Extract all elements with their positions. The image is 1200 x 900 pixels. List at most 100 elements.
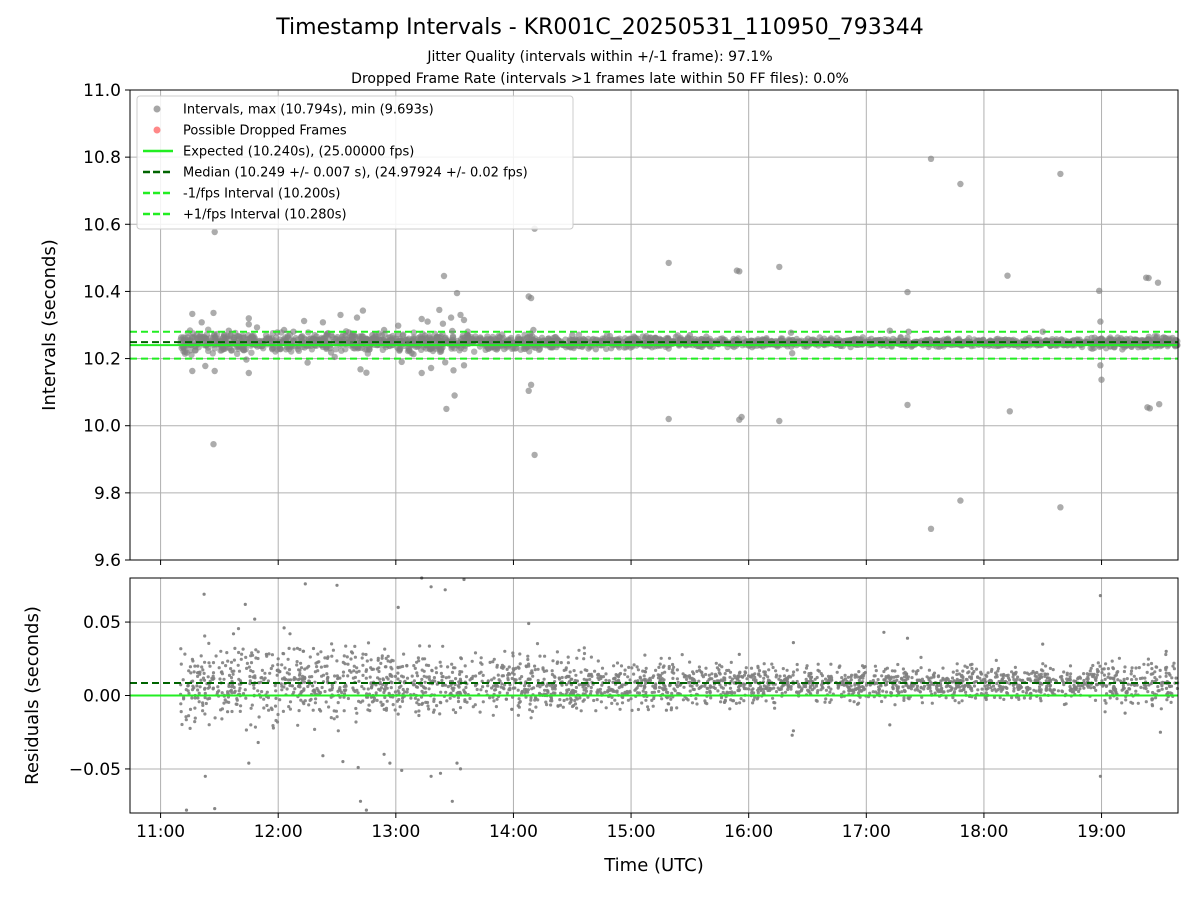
data-point [211,367,218,375]
data-point [1110,659,1114,663]
data-point [226,659,230,663]
data-point [280,663,284,667]
data-point [815,691,820,695]
data-point [516,713,521,717]
data-point [604,672,608,676]
data-point [226,690,230,694]
data-point [300,317,308,325]
data-point [471,348,478,355]
data-point [502,687,506,691]
data-point [1054,678,1058,682]
data-point [292,677,296,682]
data-point [398,705,402,709]
data-point [805,664,809,668]
data-point [330,654,334,658]
data-point [439,320,447,327]
data-point [319,650,323,654]
data-point [725,690,729,694]
data-point [1046,672,1050,676]
data-point [357,679,361,683]
chart-title: Timestamp Intervals - KR001C_20250531_11… [276,15,924,40]
intervals-y-ticks: 9.69.810.010.210.410.610.811.0 [83,81,130,571]
data-point [984,697,988,702]
data-point [728,675,732,679]
data-point [527,684,531,688]
data-point [287,705,291,709]
data-point [276,712,280,717]
data-point [451,708,455,712]
data-point [488,696,492,700]
data-point [245,369,252,377]
data-point [628,678,632,682]
data-point [984,691,988,695]
data-point [479,688,483,692]
data-point [808,686,812,690]
data-point [361,346,369,353]
data-point [179,702,183,706]
data-point [966,671,970,675]
data-point [896,685,901,689]
data-point [201,676,206,680]
data-point [1024,691,1028,695]
data-point [1175,686,1179,691]
data-point [388,672,392,677]
data-point [884,690,889,694]
data-point [430,668,434,672]
data-point [857,701,861,705]
data-point [929,689,933,693]
data-point [1160,687,1164,691]
data-point [558,698,562,702]
data-point [326,675,330,679]
data-point [776,417,783,425]
data-point [941,678,945,682]
data-point [1097,318,1104,325]
data-point [500,674,504,678]
data-point [652,690,657,694]
data-point [795,668,799,672]
data-point [1011,675,1015,679]
data-point [692,677,696,681]
data-point [224,664,228,668]
data-point [897,691,901,695]
data-point [538,654,542,658]
data-point [450,367,457,374]
data-point [225,327,232,334]
data-point [862,665,866,670]
data-point [184,334,192,341]
data-point [718,672,722,676]
data-point [463,691,467,695]
data-point [481,673,485,678]
data-point [1164,671,1168,675]
y-tick-label: 10.0 [83,417,121,437]
data-point [374,691,378,695]
data-point [462,688,466,692]
data-point [207,723,211,727]
data-point [823,700,827,704]
data-point [657,665,661,670]
data-point [337,311,344,319]
data-point [529,716,533,720]
data-point [194,335,201,342]
data-point [1156,685,1160,689]
data-point [346,696,350,701]
data-point [376,676,380,680]
data-point [946,677,950,682]
data-point [319,709,323,713]
data-point [353,689,357,694]
data-point [396,677,400,681]
data-point [205,347,212,355]
data-point [248,349,255,356]
data-point [439,701,443,705]
data-point [299,690,303,694]
data-point [438,712,442,716]
data-point [593,669,597,673]
data-point [360,656,364,660]
legend-label: Possible Dropped Frames [183,124,347,139]
data-point [675,677,680,681]
data-point [203,712,207,716]
data-point [738,701,742,705]
data-point [718,663,722,667]
data-point [745,677,749,681]
data-point [911,669,915,673]
data-point [883,339,890,346]
